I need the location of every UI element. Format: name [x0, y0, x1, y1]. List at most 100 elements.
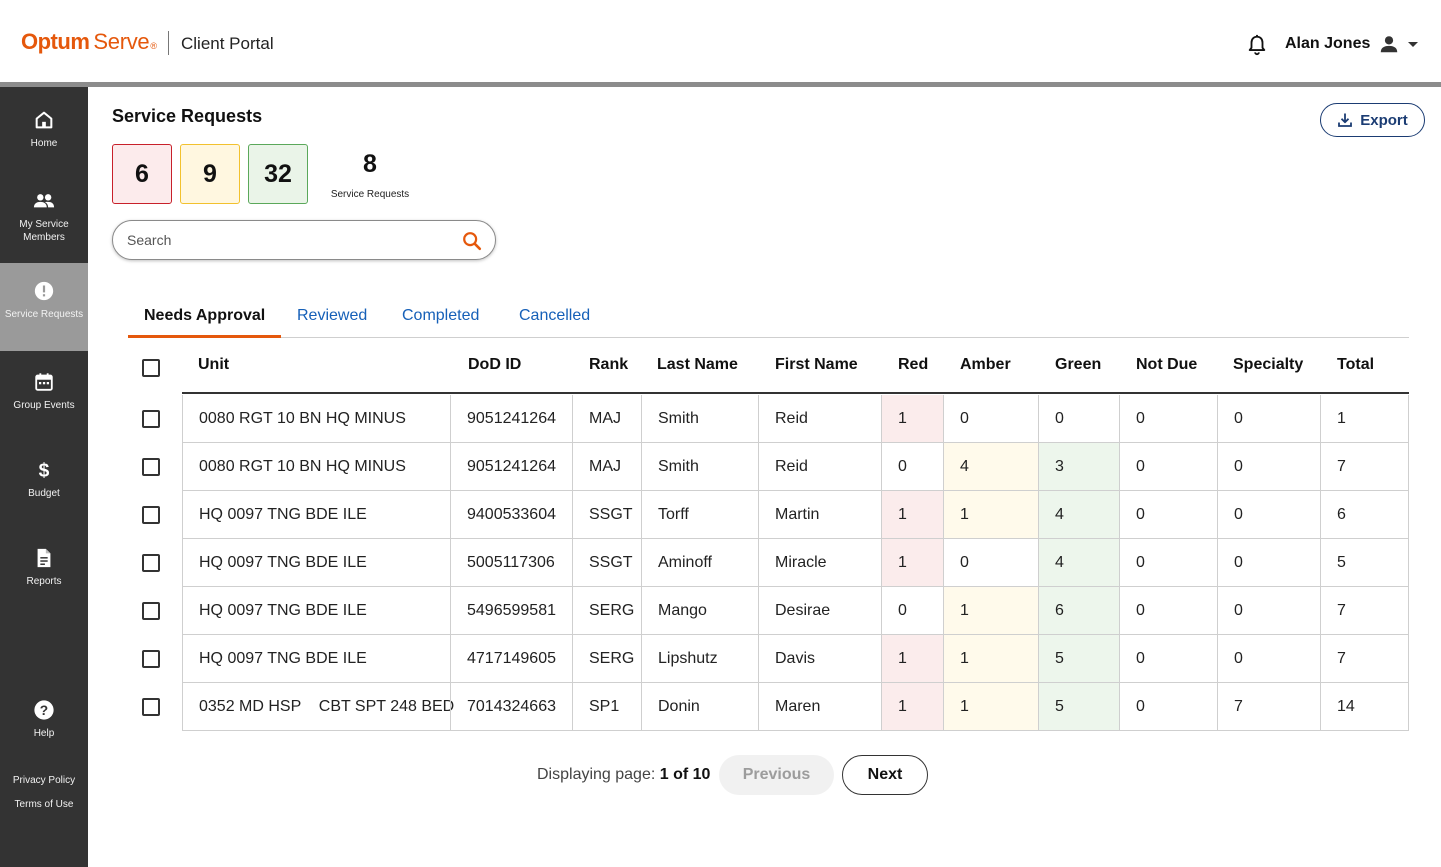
- table-cell-dod-id: 5496599581: [450, 587, 572, 635]
- column-header-last-name[interactable]: Last Name: [657, 356, 738, 373]
- table-cell-unit: 0080 RGT 10 BN HQ MINUS: [182, 443, 450, 491]
- row-checkbox[interactable]: [142, 650, 160, 668]
- table-row[interactable]: HQ 0097 TNG BDE ILE 5496599581 SERG Mango De…: [128, 587, 1409, 635]
- page-title: Service Requests: [112, 106, 263, 126]
- tab-needs-approval[interactable]: Needs Approval: [144, 307, 266, 324]
- table-cell-last-name: Aminoff: [641, 539, 758, 587]
- table-cell-first-name: Desirae: [758, 587, 881, 635]
- logo-optum-text: Optum: [21, 29, 90, 54]
- sidebar-item-budget[interactable]: $ Budget: [0, 459, 88, 500]
- table-cell-specialty: 0: [1217, 587, 1320, 635]
- red-count-box[interactable]: 6: [112, 144, 172, 204]
- tab-cancelled[interactable]: Cancelled: [519, 307, 591, 324]
- column-header-dod-id[interactable]: DoD ID: [468, 356, 522, 373]
- sidebar-item-label: Group Events: [13, 400, 75, 411]
- table-row[interactable]: 0080 RGT 10 BN HQ MINUS 9051241264 MAJ Smit…: [128, 443, 1409, 491]
- row-checkbox[interactable]: [142, 458, 160, 476]
- table-cell-not-due: 0: [1119, 587, 1217, 635]
- table-cell-amber: 1: [943, 635, 1038, 683]
- row-checkbox[interactable]: [142, 506, 160, 524]
- column-header-red[interactable]: Red: [898, 356, 929, 373]
- table-cell-red: 1: [881, 539, 943, 587]
- table-cell-red: 1: [881, 635, 943, 683]
- table-row[interactable]: HQ 0097 TNG BDE ILE 4717149605 SERG Lipshut…: [128, 635, 1409, 683]
- tab-reviewed[interactable]: Reviewed: [297, 307, 368, 324]
- row-checkbox[interactable]: [142, 554, 160, 572]
- table-cell-total: 5: [1320, 539, 1409, 587]
- sidebar-item-label: My Service Members: [19, 219, 69, 243]
- user-avatar-icon[interactable]: [1378, 33, 1400, 55]
- table-cell-amber: 4: [943, 443, 1038, 491]
- table-row[interactable]: HQ 0097 TNG BDE ILE 9400533604 SSGT Torff Ma…: [128, 491, 1409, 539]
- table-cell-rank: MAJ: [572, 443, 641, 491]
- previous-page-button[interactable]: Previous: [719, 755, 834, 795]
- next-page-button[interactable]: Next: [842, 755, 928, 795]
- table-cell-rank: SERG: [572, 635, 641, 683]
- column-header-green[interactable]: Green: [1055, 356, 1102, 373]
- table-cell-rank: SSGT: [572, 491, 641, 539]
- table-cell-red: 1: [881, 683, 943, 731]
- sidebar-item-group-events[interactable]: Group Events: [0, 371, 88, 412]
- download-icon: [1338, 113, 1353, 127]
- table-cell-specialty: 0: [1217, 491, 1320, 539]
- table-row[interactable]: HQ 0097 TNG BDE ILE 5005117306 SSGT Aminoff…: [128, 539, 1409, 587]
- terms-of-use-link[interactable]: Terms of Use: [14, 799, 74, 810]
- sidebar-item-service-members[interactable]: My Service Members: [0, 190, 88, 244]
- table-cell-first-name: Reid: [758, 443, 881, 491]
- sidebar-item-label: Service Requests: [4, 309, 84, 320]
- table-cell-total: 6: [1320, 491, 1409, 539]
- table-cell-rank: MAJ: [572, 395, 641, 443]
- row-checkbox[interactable]: [142, 698, 160, 716]
- column-header-first-name[interactable]: First Name: [775, 356, 858, 373]
- search-input[interactable]: [127, 230, 447, 250]
- optum-serve-logo[interactable]: Optum Serve ®: [21, 29, 157, 57]
- logo-registered-mark: ®: [150, 41, 158, 51]
- table-header-divider: [182, 392, 1409, 394]
- table-cell-unit: 0352 MD HSP CBT SPT 248 BED: [182, 683, 454, 731]
- active-tab-indicator: [128, 335, 281, 338]
- sidebar-item-label: Home: [30, 138, 58, 149]
- sidebar-item-label: Budget: [28, 488, 60, 499]
- column-header-specialty[interactable]: Specialty: [1233, 356, 1304, 373]
- table-row[interactable]: 0352 MD HSP CBT SPT 248 BED 7014324663 SP1…: [128, 683, 1409, 731]
- table-cell-green: 3: [1038, 443, 1119, 491]
- table-cell-rank: SERG: [572, 587, 641, 635]
- row-checkbox[interactable]: [142, 410, 160, 428]
- column-header-unit[interactable]: Unit: [198, 356, 230, 373]
- table-row[interactable]: 0080 RGT 10 BN HQ MINUS 9051241264 MAJ Smit…: [128, 395, 1409, 443]
- sidebar-item-label: Reports: [26, 576, 62, 587]
- table-cell-specialty: 0: [1217, 395, 1320, 443]
- column-header-amber[interactable]: Amber: [960, 356, 1011, 373]
- table-cell-specialty: 0: [1217, 635, 1320, 683]
- table-cell-unit: HQ 0097 TNG BDE ILE: [182, 587, 450, 635]
- people-icon: [33, 194, 55, 208]
- column-header-not-due[interactable]: Not Due: [1136, 356, 1198, 373]
- table-cell-dod-id: 7014324663: [450, 683, 572, 731]
- column-header-total[interactable]: Total: [1337, 356, 1375, 373]
- privacy-policy-link[interactable]: Privacy Policy: [12, 775, 76, 786]
- chevron-down-icon[interactable]: [1406, 38, 1420, 50]
- user-name[interactable]: Alan Jones: [1285, 35, 1371, 52]
- sidebar-item-reports[interactable]: Reports: [0, 547, 88, 588]
- amber-count-box[interactable]: 9: [180, 144, 240, 204]
- sidebar-item-help[interactable]: ? Help: [0, 699, 88, 740]
- tab-completed[interactable]: Completed: [402, 307, 480, 324]
- column-header-rank[interactable]: Rank: [589, 356, 629, 373]
- table-cell-green: 4: [1038, 539, 1119, 587]
- table-cell-unit: HQ 0097 TNG BDE ILE: [182, 635, 450, 683]
- table-cell-not-due: 0: [1119, 443, 1217, 491]
- select-all-checkbox[interactable]: [142, 359, 160, 377]
- table-cell-red: 0: [881, 587, 943, 635]
- green-count-box[interactable]: 32: [248, 144, 308, 204]
- export-button[interactable]: Export: [1320, 103, 1425, 137]
- search-icon[interactable]: [461, 230, 483, 252]
- table-cell-total: 7: [1320, 587, 1409, 635]
- row-checkbox[interactable]: [142, 602, 160, 620]
- table-cell-amber: 0: [943, 395, 1038, 443]
- sidebar-item-service-requests[interactable]: Service Requests: [0, 263, 88, 351]
- notification-bell-icon[interactable]: [1246, 33, 1268, 57]
- table-cell-first-name: Martin: [758, 491, 881, 539]
- sidebar-item-home[interactable]: Home: [0, 109, 88, 150]
- table-cell-specialty: 7: [1217, 683, 1320, 731]
- table-cell-dod-id: 5005117306: [450, 539, 572, 587]
